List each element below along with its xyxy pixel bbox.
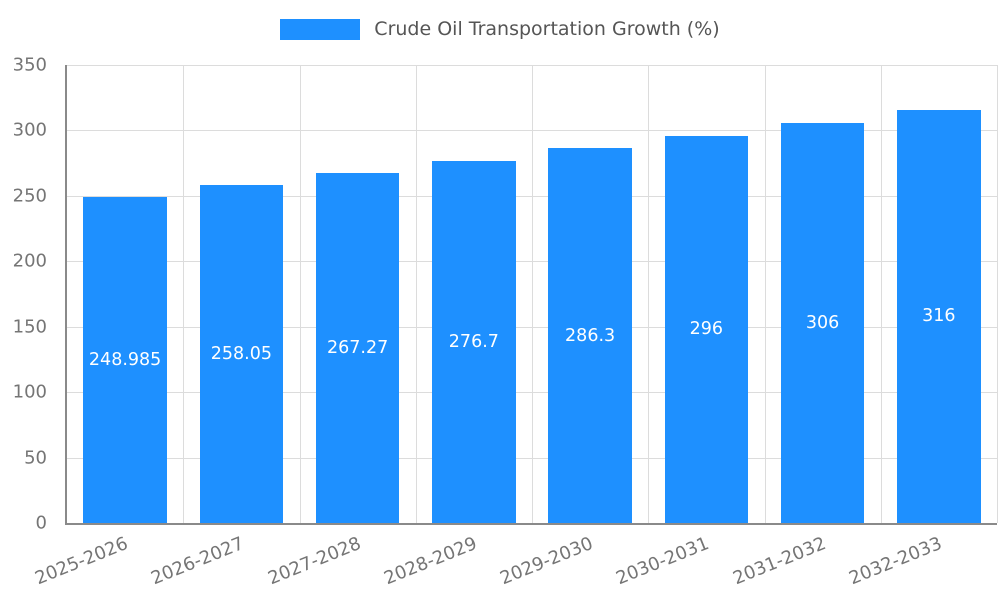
bar: 296 — [664, 135, 749, 523]
v-gridline — [532, 65, 533, 523]
bar-value-label: 286.3 — [565, 325, 616, 346]
bar: 248.985 — [83, 197, 167, 523]
legend-swatch — [280, 18, 361, 40]
x-tick-label: 2030-2031 — [613, 533, 713, 590]
x-tick-label: 2031-2032 — [729, 533, 829, 590]
legend-label: Crude Oil Transportation Growth (%) — [374, 18, 720, 40]
bar: 267.27 — [315, 173, 400, 523]
y-tick-label: 100 — [12, 381, 47, 403]
bar: 316 — [897, 109, 981, 523]
v-gridline — [183, 65, 185, 523]
bar: 306 — [780, 122, 865, 523]
bar-value-label: 306 — [805, 312, 840, 333]
y-tick-label: 250 — [12, 185, 47, 207]
v-gridline — [880, 65, 882, 523]
v-gridline — [648, 65, 650, 523]
x-tick-label: 2028-2029 — [380, 533, 480, 590]
bar-value-label: 296 — [689, 319, 724, 340]
y-tick-label: 300 — [12, 119, 47, 141]
bar: 286.3 — [548, 148, 632, 523]
v-gridline — [299, 65, 301, 523]
bar-value-label: 248.985 — [88, 350, 162, 371]
bar-value-label: 258.05 — [210, 344, 272, 365]
y-tick-label: 200 — [12, 250, 47, 272]
bar-value-label: 267.27 — [326, 338, 389, 359]
x-tick-label: 2032-2033 — [845, 533, 945, 590]
x-tick-label: 2027-2028 — [264, 533, 364, 590]
bar: 276.7 — [432, 160, 516, 523]
bar-value-label: 316 — [922, 306, 956, 327]
v-gridline — [764, 65, 766, 523]
x-tick-label: 2029-2030 — [497, 533, 596, 590]
y-tick-label: 0 — [35, 512, 47, 534]
x-axis: 2025-2026 2026-2027 2027-2028 2028-2029 2029… — [32, 529, 995, 599]
x-tick-label: 2026-2027 — [148, 533, 248, 590]
y-tick-label: 150 — [12, 316, 47, 338]
plot-area: 248.985 258.05 267.27 276.7 286.3 296 306 316 — [65, 65, 998, 525]
v-gridline — [415, 65, 417, 523]
v-gridline — [997, 65, 998, 523]
bar-value-label: 276.7 — [448, 331, 499, 352]
y-tick-label: 350 — [12, 54, 47, 76]
chart-legend: Crude Oil Transportation Growth (%) — [0, 18, 1000, 40]
y-tick-label: 50 — [24, 447, 47, 469]
y-axis: 0 50 100 150 200 250 300 350 — [0, 55, 55, 534]
x-tick-label: 2025-2026 — [32, 533, 131, 590]
bar: 258.05 — [199, 185, 284, 523]
